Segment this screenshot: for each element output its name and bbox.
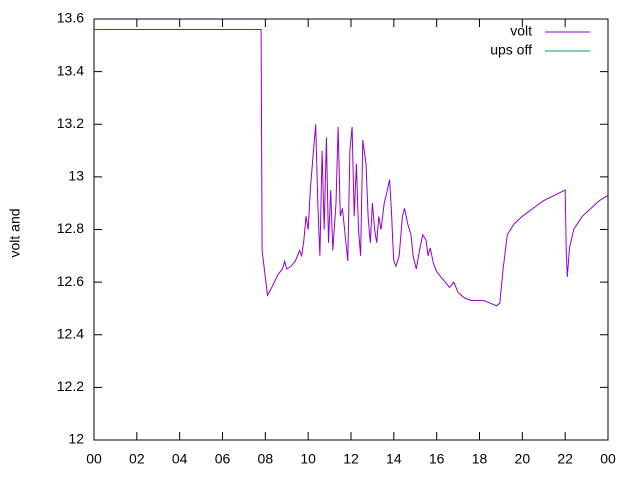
x-tick-label: 10 [300,451,316,467]
x-tick-label: 16 [429,451,445,467]
y-tick-label: 13 [68,168,84,184]
x-tick-label: 02 [129,451,145,467]
plot-frame [93,18,609,441]
y-tick-label: 13.4 [57,62,84,78]
y-tick-label: 13.2 [57,115,84,131]
x-tick-label: 14 [386,451,402,467]
x-tick-label: 04 [172,451,188,467]
x-tick-label: 22 [557,451,573,467]
y-tick-label: 12 [68,431,84,447]
y-tick-label: 12.4 [57,325,84,341]
y-tick-label: 13.6 [57,10,84,26]
x-tick-label: 00 [600,451,616,467]
x-tick-label: 18 [472,451,488,467]
data-line [94,29,609,307]
y-axis-label: volt and [7,208,23,257]
x-tick-label: 20 [515,451,531,467]
legend-label: ups off [490,42,532,58]
y-tick-label: 12.2 [57,378,84,394]
y-tick-label: 12.6 [57,273,84,289]
x-tick-label: 00 [86,451,102,467]
x-tick-label: 08 [258,451,274,467]
y-tick-label: 12.8 [57,220,84,236]
x-tick-label: 06 [215,451,231,467]
legend-label: volt [510,23,532,39]
x-tick-label: 12 [343,451,359,467]
